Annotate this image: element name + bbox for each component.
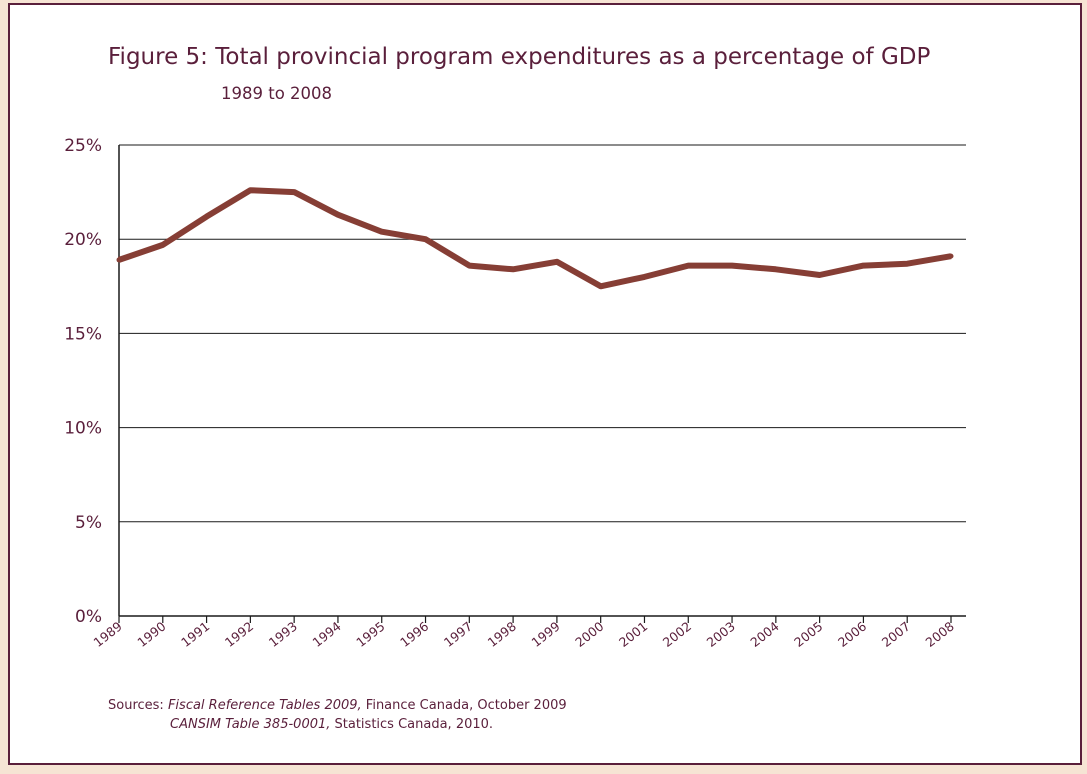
data-point: [204, 214, 210, 220]
data-point: [904, 261, 910, 267]
source-1-detail: Finance Canada, October 2009: [361, 698, 567, 713]
x-tick-label: 2007: [879, 619, 913, 650]
x-tick-label: 1999: [528, 619, 562, 650]
y-tick-label: 5%: [75, 513, 102, 533]
series-lines: [116, 187, 954, 290]
x-tick-label: 1998: [485, 619, 519, 650]
data-point: [510, 266, 516, 272]
data-point: [379, 229, 385, 235]
x-tick-labels: 1989 1990 1991 1992 1993 1994 1995 1996 1997 1998…: [91, 619, 957, 650]
grid-lines: [119, 144, 966, 523]
source-1-title: Fiscal Reference Tables 2009,: [167, 698, 362, 713]
data-point: [641, 274, 647, 280]
y-tick-label: 0%: [75, 607, 102, 627]
data-point: [116, 257, 122, 263]
data-point: [860, 263, 866, 269]
data-point: [247, 187, 253, 193]
y-tick-label: 25%: [64, 136, 102, 156]
chart-title: Figure 5: Total provincial program expen…: [108, 44, 931, 70]
x-tick-label: 2002: [660, 619, 694, 650]
x-tick-label: 2003: [704, 619, 738, 650]
data-point: [335, 212, 341, 218]
data-point: [773, 266, 779, 272]
data-point: [598, 283, 604, 289]
sources-prefix: Sources:: [108, 698, 164, 713]
data-point: [729, 263, 735, 269]
x-tick-label: 1993: [266, 619, 300, 650]
data-point: [160, 242, 166, 248]
x-tick-label: 1997: [441, 619, 475, 650]
x-tick-label: 1990: [134, 619, 168, 650]
x-tick-label: 2008: [923, 619, 957, 650]
x-tick-label: 1996: [397, 619, 431, 650]
y-tick-label: 20%: [64, 230, 102, 250]
y-tick-labels: 0% 5% 10% 15% 20% 25%: [64, 136, 102, 627]
data-point: [291, 189, 297, 195]
axes: [118, 145, 966, 623]
data-point: [466, 263, 472, 269]
series-line: [118, 187, 952, 290]
sources-note: Sources: Fiscal Reference Tables 2009, F…: [108, 696, 567, 734]
x-tick-label: 1991: [178, 619, 212, 650]
data-point: [948, 253, 954, 259]
data-point: [685, 263, 691, 269]
x-tick-label: 2004: [747, 619, 781, 650]
chart-subtitle: 1989 to 2008: [221, 84, 333, 103]
data-point: [423, 236, 429, 242]
x-tick-label: 1995: [353, 619, 387, 650]
x-tick-label: 2006: [835, 619, 869, 650]
x-tick-label: 1992: [222, 619, 256, 650]
x-tick-label: 2001: [616, 619, 650, 650]
x-tick-label: 1994: [309, 619, 343, 650]
y-tick-label: 10%: [64, 419, 102, 439]
y-tick-label: 15%: [64, 324, 102, 344]
data-point: [554, 259, 560, 265]
source-2-detail: Statistics Canada, 2010.: [330, 717, 494, 732]
source-2-title: CANSIM Table 385-0001,: [170, 717, 331, 732]
data-point: [817, 272, 823, 278]
x-tick-label: 2000: [572, 619, 606, 650]
figure-frame: [8, 3, 1082, 765]
x-tick-label: 2005: [791, 619, 825, 650]
